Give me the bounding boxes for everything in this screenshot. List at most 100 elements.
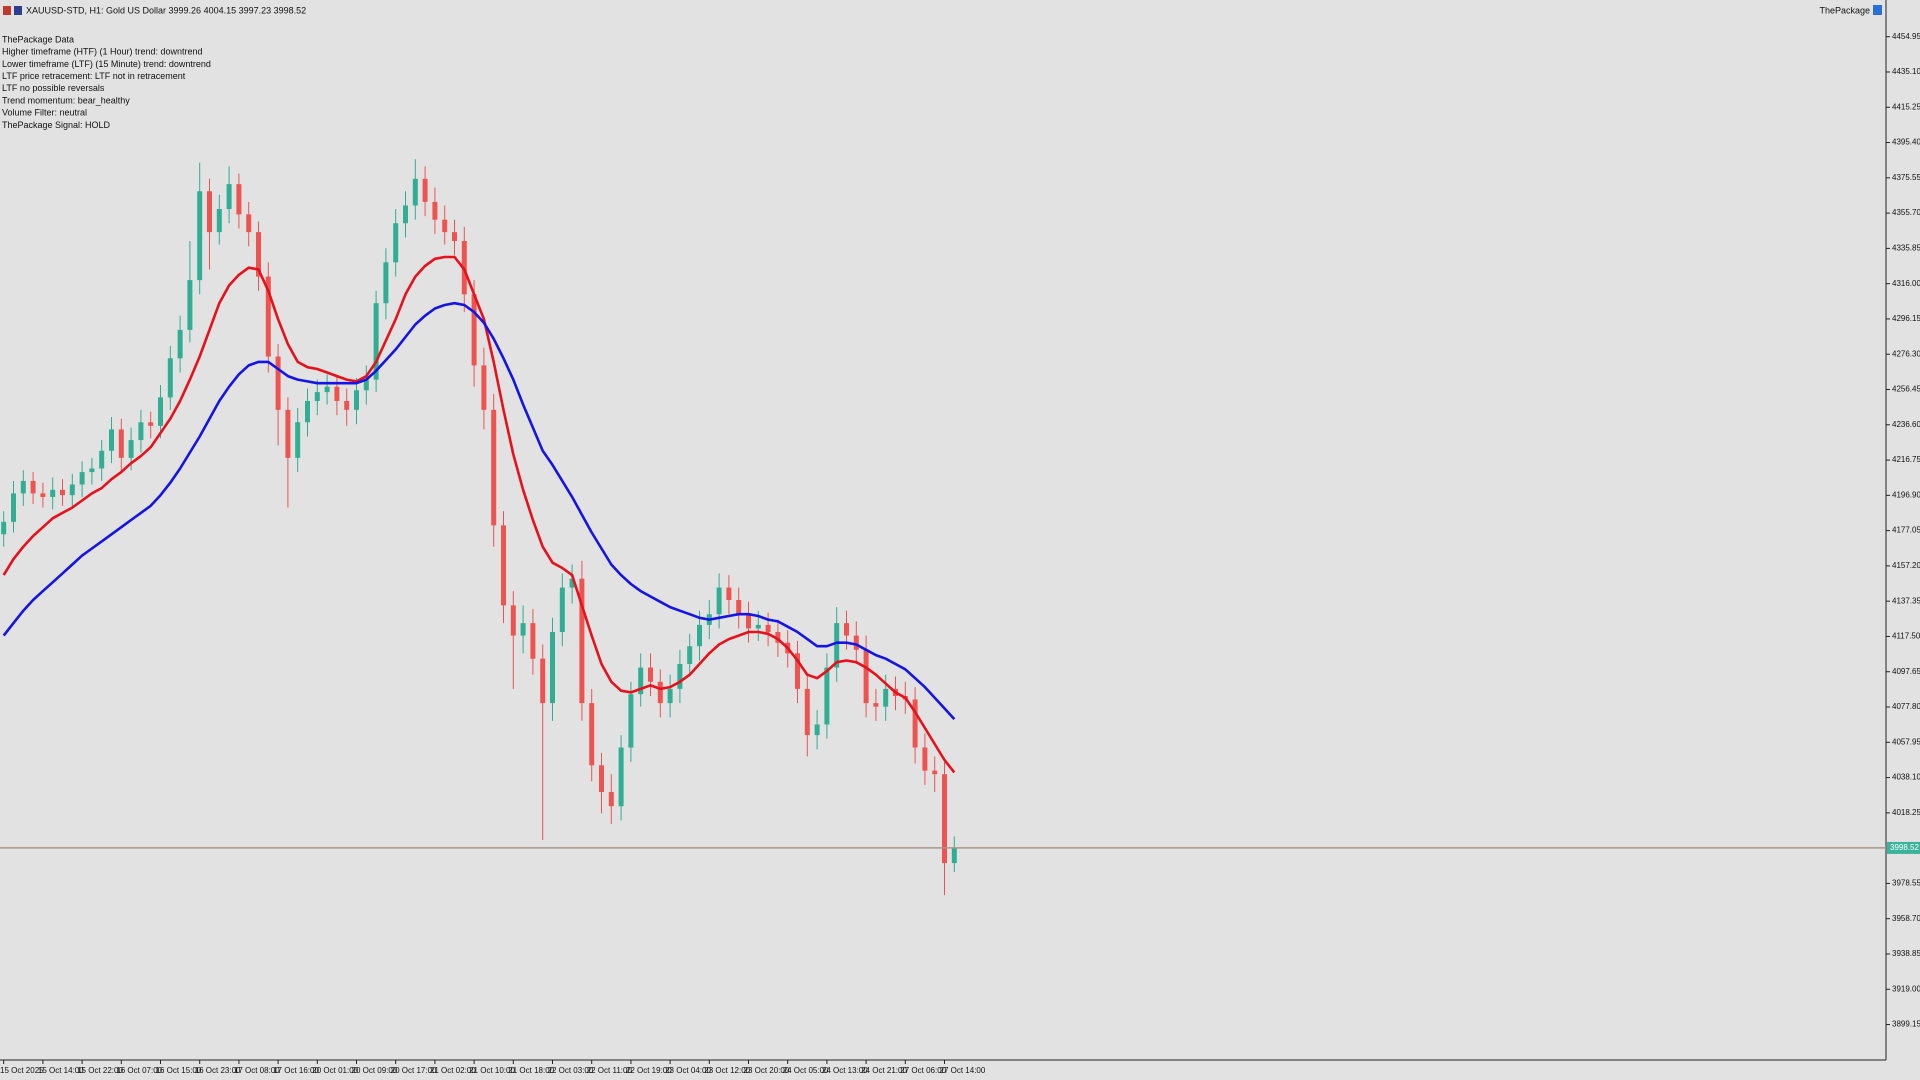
y-tick-label: 4038.10 — [1892, 773, 1920, 782]
y-tick-label: 4057.95 — [1892, 737, 1920, 746]
candle-body — [599, 765, 604, 792]
x-tick-label: 24 Oct 05:00 — [783, 1066, 829, 1075]
candle-body — [40, 493, 46, 497]
x-tick-label: 20 Oct 09:00 — [352, 1066, 398, 1075]
candle-body — [226, 184, 232, 210]
candle-body — [412, 178, 418, 206]
candle-body — [373, 303, 379, 380]
candle-body — [550, 632, 555, 704]
candle-body — [60, 489, 65, 496]
x-tick-label: 17 Oct 08:00 — [234, 1066, 280, 1075]
candle-body — [216, 209, 222, 233]
candle-body — [844, 623, 849, 636]
candle-body — [951, 847, 957, 864]
candle-body — [324, 386, 330, 393]
candle-body — [726, 587, 732, 601]
candle-body — [765, 624, 771, 633]
x-tick-label: 17 Oct 16:00 — [273, 1066, 319, 1075]
candle-body — [275, 356, 281, 410]
y-tick-label: 4177.05 — [1892, 526, 1920, 535]
candle-body — [638, 667, 644, 695]
candle-body — [403, 205, 408, 224]
x-tick-label: 24 Oct 13:00 — [822, 1066, 868, 1075]
candle-body — [334, 386, 340, 401]
candle-body — [873, 703, 879, 707]
x-tick-label: 23 Oct 12:00 — [704, 1066, 750, 1075]
candle-body — [697, 624, 702, 647]
y-tick-label: 4335.85 — [1892, 243, 1920, 252]
candle-body — [501, 525, 506, 606]
last-price-label: 3998.52 — [1890, 843, 1919, 852]
x-tick-label: 16 Oct 07:00 — [116, 1066, 162, 1075]
chart-icon — [14, 6, 22, 15]
candle-body — [746, 614, 751, 629]
candle-body — [285, 409, 291, 458]
candle-body — [187, 280, 193, 330]
info-line: Trend momentum: bear_healthy — [2, 95, 130, 105]
candle-body — [863, 649, 869, 704]
x-tick-label: 15 Oct 22:00 — [77, 1066, 123, 1075]
indicator-label: ThePackage — [1819, 5, 1870, 15]
ma-line — [2, 255, 956, 774]
candle-body — [344, 400, 350, 410]
y-tick-label: 4216.75 — [1892, 455, 1920, 464]
candle-body — [118, 429, 124, 458]
y-tick-label: 4435.10 — [1892, 67, 1920, 76]
y-tick-label: 4316.00 — [1892, 279, 1920, 288]
y-tick-label: 4256.45 — [1892, 385, 1920, 394]
candle-body — [834, 623, 840, 668]
candle-body — [383, 262, 389, 304]
candle-body — [942, 774, 947, 864]
candle-body — [648, 667, 653, 682]
x-tick-label: 21 Oct 18:00 — [508, 1066, 554, 1075]
candle-body — [716, 587, 722, 615]
y-tick-label: 4157.20 — [1892, 561, 1920, 570]
info-line: ThePackage Signal: HOLD — [2, 120, 111, 130]
x-tick-label: 27 Oct 06:00 — [900, 1066, 946, 1075]
y-tick-label: 4196.90 — [1892, 490, 1920, 499]
x-tick-label: 20 Oct 01:00 — [312, 1066, 358, 1075]
y-tick-label: 4454.95 — [1892, 32, 1920, 41]
x-tick-label: 15 Oct 14:00 — [38, 1066, 84, 1075]
info-line: Lower timeframe (LTF) (15 Minute) trend:… — [2, 59, 211, 69]
candle-body — [795, 653, 800, 689]
candle-body — [932, 770, 938, 775]
candle-body — [677, 664, 683, 689]
candle-body — [11, 493, 16, 522]
candle-body — [814, 724, 820, 736]
candle-body — [30, 480, 36, 494]
y-tick-label: 4395.40 — [1892, 138, 1920, 147]
x-tick-label: 23 Oct 20:00 — [744, 1066, 790, 1075]
info-line: Higher timeframe (HTF) (1 Hour) trend: d… — [2, 47, 203, 57]
indicator-icon — [1873, 5, 1882, 15]
y-tick-label: 4077.80 — [1892, 702, 1920, 711]
candle-body — [775, 632, 781, 643]
candle-body — [50, 489, 56, 497]
candle-body — [491, 409, 497, 526]
x-tick-label: 21 Oct 02:00 — [430, 1066, 476, 1075]
y-tick-label: 3919.00 — [1892, 984, 1920, 993]
candle-body — [20, 480, 26, 494]
candle-body — [69, 484, 75, 496]
x-tick-label: 22 Oct 11:00 — [587, 1066, 633, 1075]
x-tick-label: 24 Oct 21:00 — [861, 1066, 907, 1075]
candle-body — [687, 646, 693, 665]
candle-body — [520, 623, 526, 636]
x-tick-label: 15 Oct 2025 — [0, 1066, 44, 1075]
candle-body — [422, 178, 428, 202]
candle-body — [128, 440, 134, 458]
candle-body — [452, 232, 457, 242]
candle-body — [579, 578, 585, 704]
candle-body — [510, 605, 516, 636]
info-line: LTF no possible reversals — [2, 83, 105, 93]
y-tick-label: 4355.70 — [1892, 208, 1920, 217]
candle-body — [530, 623, 536, 659]
candle-body — [99, 450, 105, 469]
candle-body — [363, 379, 369, 391]
candle-body — [167, 358, 173, 398]
y-tick-label: 4018.25 — [1892, 808, 1920, 817]
